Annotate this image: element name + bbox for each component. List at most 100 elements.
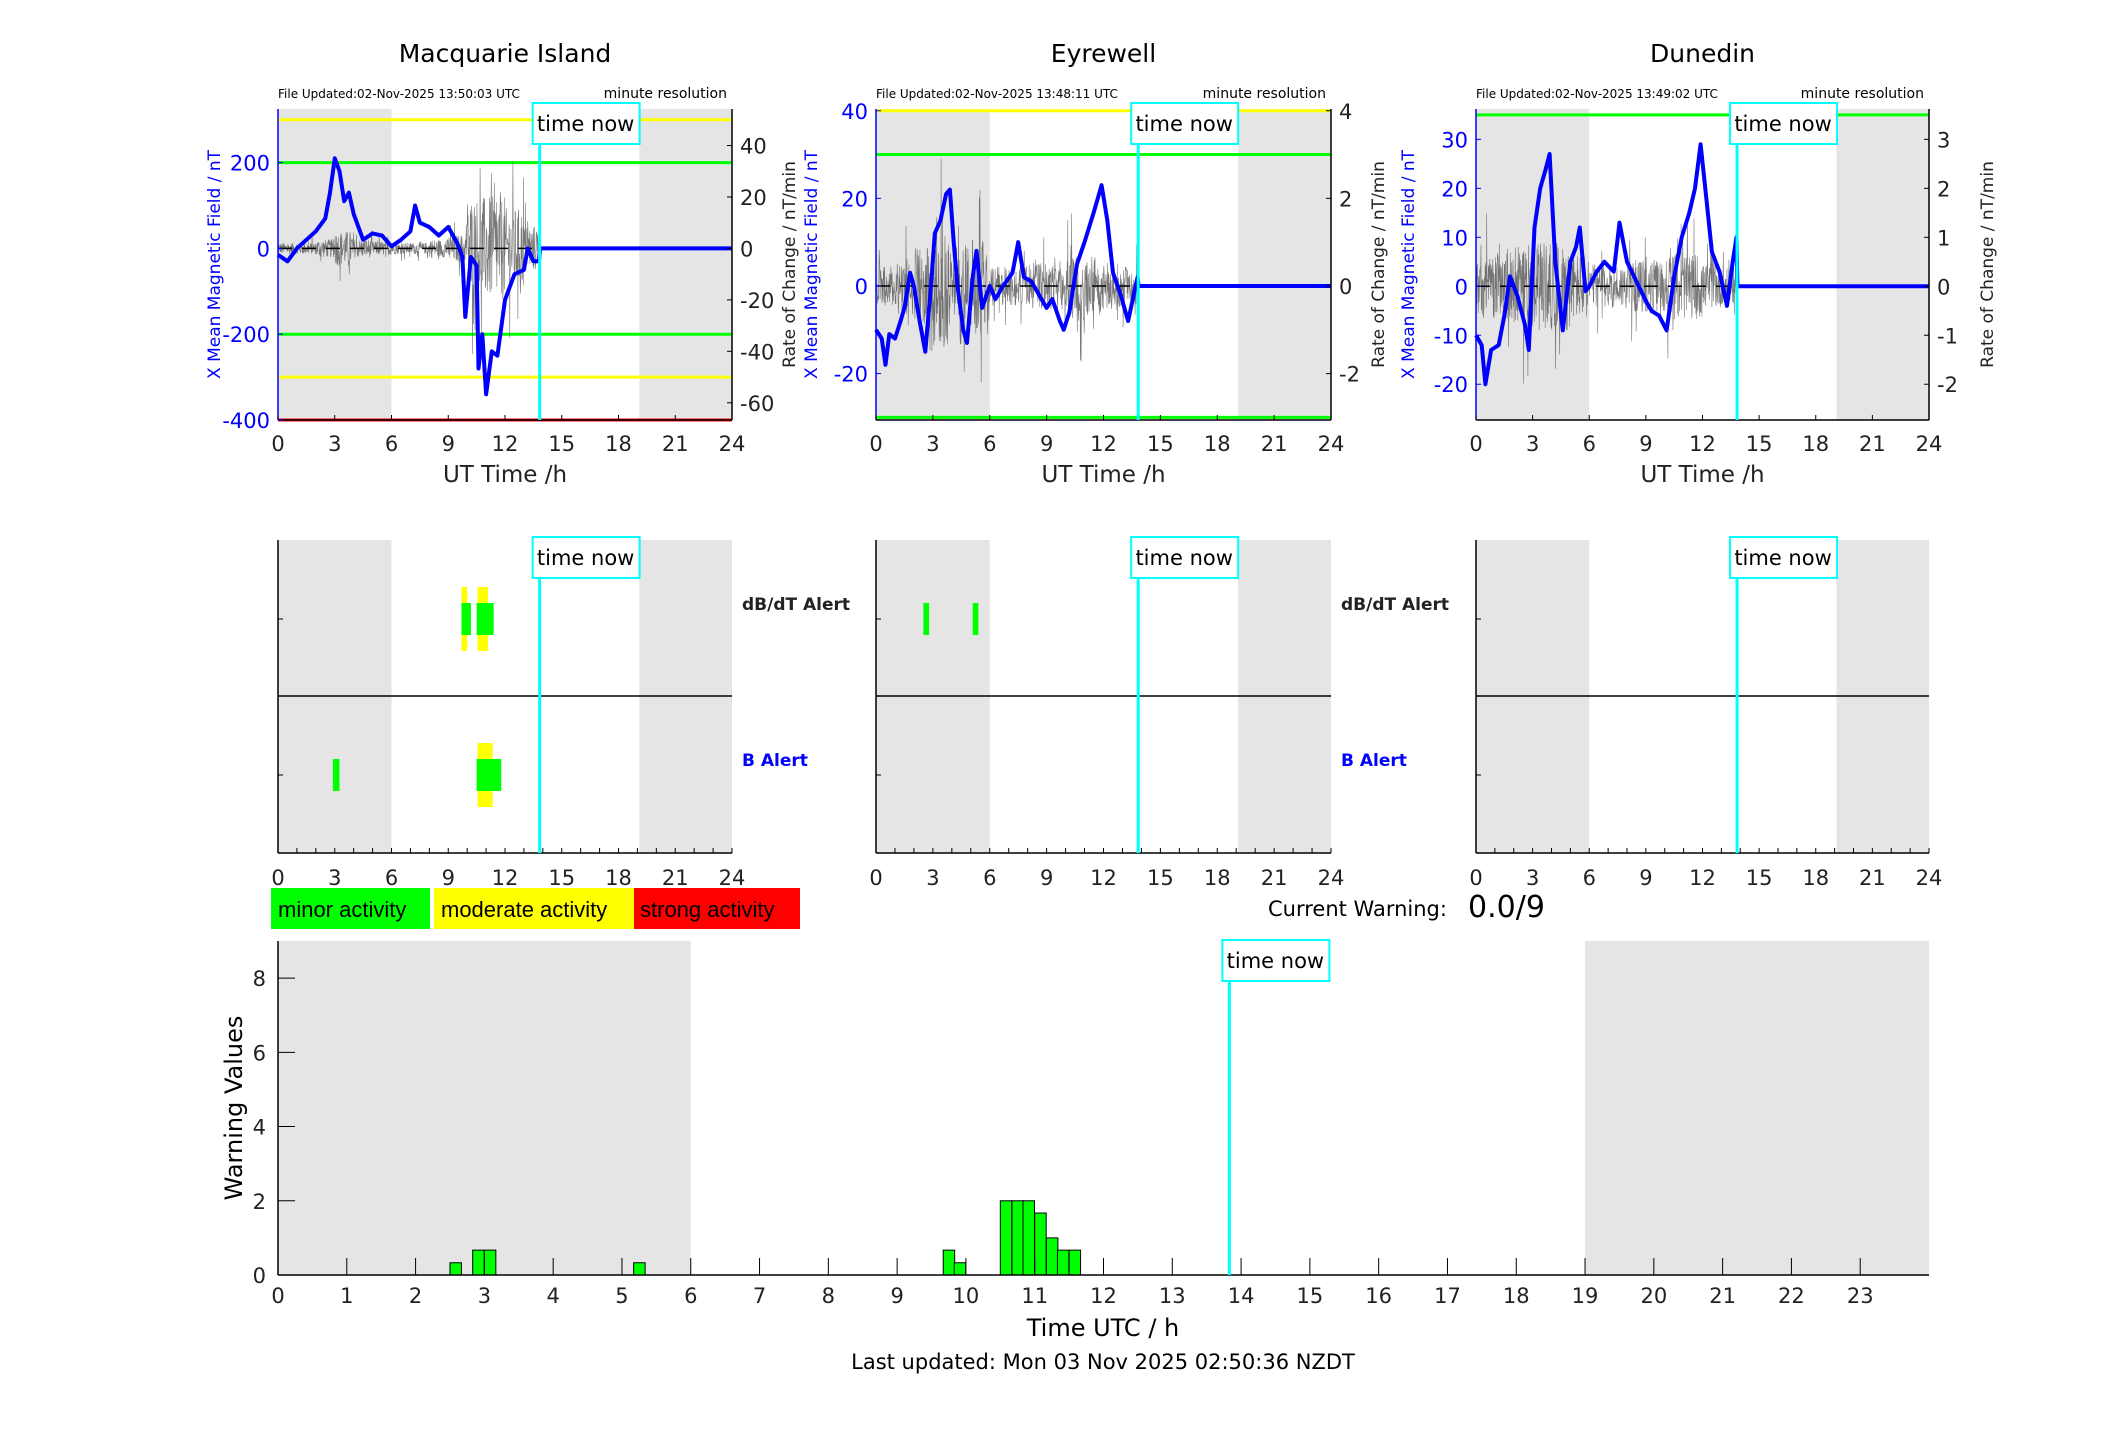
- left-y-tick-label: 200: [230, 152, 270, 176]
- time-now-label: time now: [537, 112, 634, 136]
- left-y-tick-label: 10: [1441, 226, 1468, 250]
- x-tick-label: 12: [1090, 1284, 1117, 1308]
- legend-minor-swatch: [271, 888, 430, 929]
- left-y-tick-label: -200: [222, 323, 270, 347]
- x-tick-label: 11: [1021, 1284, 1048, 1308]
- x-tick-label: 18: [1802, 866, 1829, 890]
- x-tick-label: 24: [1916, 432, 1943, 456]
- file-updated: File Updated:02-Nov-2025 13:49:02 UTC: [1476, 87, 1718, 101]
- x-tick-label: 5: [615, 1284, 628, 1308]
- left-y-tick-label: -400: [222, 409, 270, 433]
- time-now-label: time now: [1135, 546, 1232, 570]
- left-y-tick-label: 0: [1455, 275, 1468, 299]
- x-tick-label: 21: [1859, 432, 1886, 456]
- right-y-tick-label: 20: [740, 186, 767, 210]
- time-now-box: [531, 536, 641, 579]
- panel-title: Eyrewell: [1051, 39, 1156, 68]
- xlabel: UT Time /h: [443, 462, 567, 488]
- warning-bar: [1056, 1249, 1070, 1276]
- legend-minor-label: minor activity: [278, 897, 406, 922]
- y-tick-label: 6: [253, 1041, 266, 1065]
- x-tick-label: 24: [719, 866, 746, 890]
- warning-bar: [472, 1249, 485, 1276]
- x-tick-label: 8: [822, 1284, 835, 1308]
- time-now-label: time now: [1734, 546, 1831, 570]
- last-updated: Last updated: Mon 03 Nov 2025 02:50:36 N…: [851, 1350, 1355, 1374]
- right-y-tick-label: -20: [740, 289, 774, 313]
- x-tick-label: 20: [1640, 1284, 1667, 1308]
- right-y-tick-label: -2: [1339, 363, 1360, 387]
- x-tick-label: 24: [1916, 866, 1943, 890]
- right-y-tick-label: 2: [1937, 177, 1950, 201]
- time-now-box: [1130, 102, 1240, 145]
- rate-of-change-line: [277, 161, 540, 355]
- b-alert-block-minor: [476, 759, 502, 791]
- right-y-tick-label: -2: [1937, 373, 1958, 397]
- right-y-tick-label: 0: [740, 237, 753, 261]
- x-tick-label: 21: [662, 432, 689, 456]
- station-panels: Macquarie Island File Updated:02-Nov-2025…: [205, 39, 1998, 488]
- dbdt-alert-block-minor: [461, 603, 471, 635]
- x-tick-label: 9: [1639, 866, 1652, 890]
- warning-bar: [1034, 1212, 1047, 1276]
- warning-bar: [999, 1200, 1013, 1276]
- night-shading: [639, 109, 732, 420]
- x-tick-label: 9: [1040, 866, 1053, 890]
- x-tick-label: 9: [890, 1284, 903, 1308]
- y-tick-label: 2: [253, 1190, 266, 1214]
- time-now-box: [531, 102, 641, 145]
- x-tick-label: 6: [385, 432, 398, 456]
- night-shading: [278, 109, 392, 420]
- left-ylabel: X Mean Magnetic Field / nT: [1399, 149, 1419, 379]
- station-panel-dunedin: Dunedin File Updated:02-Nov-2025 13:49:02…: [1399, 39, 1998, 488]
- warning-bar: [633, 1262, 646, 1276]
- resolution-label: minute resolution: [604, 86, 727, 102]
- left-y-tick-label: 20: [1441, 177, 1468, 201]
- x-tick-label: 3: [1526, 866, 1539, 890]
- warning-bar: [1022, 1200, 1035, 1276]
- x-tick-label: 12: [492, 432, 519, 456]
- x-tick-label: 7: [753, 1284, 766, 1308]
- x-tick-label: 1: [340, 1284, 353, 1308]
- x-tick-label: 9: [442, 866, 455, 890]
- x-tick-label: 6: [385, 866, 398, 890]
- b-alert-label: B Alert: [1341, 751, 1407, 771]
- night-shading: [1836, 109, 1929, 420]
- left-y-tick-label: 40: [841, 100, 868, 124]
- right-ylabel: Rate of Change / nT/min: [780, 161, 800, 368]
- warning-bar: [449, 1262, 462, 1276]
- warning-values-chart: 0 1 2 3 4 5 6 7 8 9 10 11 12 13 14 15 16 17 18 19 20 21 22 2302…: [253, 939, 1929, 1308]
- time-now-label: time now: [1135, 112, 1232, 136]
- x-tick-label: 6: [684, 1284, 697, 1308]
- x-tick-label: 9: [1639, 432, 1652, 456]
- xlabel: UT Time /h: [1041, 462, 1165, 488]
- x-tick-label: 3: [926, 432, 939, 456]
- y-tick-label: 4: [253, 1116, 266, 1140]
- x-tick-label: 18: [605, 432, 632, 456]
- x-tick-label: 21: [662, 866, 689, 890]
- x-tick-label: 6: [983, 432, 996, 456]
- x-tick-label: 0: [869, 866, 882, 890]
- x-tick-label: 13: [1159, 1284, 1186, 1308]
- file-updated: File Updated:02-Nov-2025 13:48:11 UTC: [876, 87, 1118, 101]
- left-y-tick-label: 0: [257, 237, 270, 261]
- panel-title: Dunedin: [1650, 39, 1755, 68]
- x-tick-label: 22: [1778, 1284, 1805, 1308]
- current-warning-label: Current Warning:: [1268, 897, 1447, 921]
- warning-xlabel: Time UTC / h: [1026, 1314, 1180, 1342]
- warning-ylabel: Warning Values: [220, 1016, 248, 1201]
- legend-moderate-swatch: [434, 888, 634, 929]
- alert-panels: 0 3 6 9 12 15 18 21 24 time now dB/dT Alert B Alert…: [271, 536, 1943, 890]
- resolution-label: minute resolution: [1203, 86, 1326, 102]
- night-shading: [1585, 941, 1929, 1275]
- x-tick-label: 6: [983, 866, 996, 890]
- legend-moderate-label: moderate activity: [441, 897, 607, 922]
- station-panel-eyrewell: Eyrewell File Updated:02-Nov-2025 13:48:1…: [802, 39, 1389, 488]
- x-tick-label: 0: [271, 866, 284, 890]
- file-updated: File Updated:02-Nov-2025 13:50:03 UTC: [278, 87, 520, 101]
- activity-legend: minor activity moderate activity strong …: [271, 888, 800, 929]
- warning-bar: [942, 1249, 956, 1276]
- right-y-tick-label: 0: [1937, 275, 1950, 299]
- x-tick-label: 12: [1689, 866, 1716, 890]
